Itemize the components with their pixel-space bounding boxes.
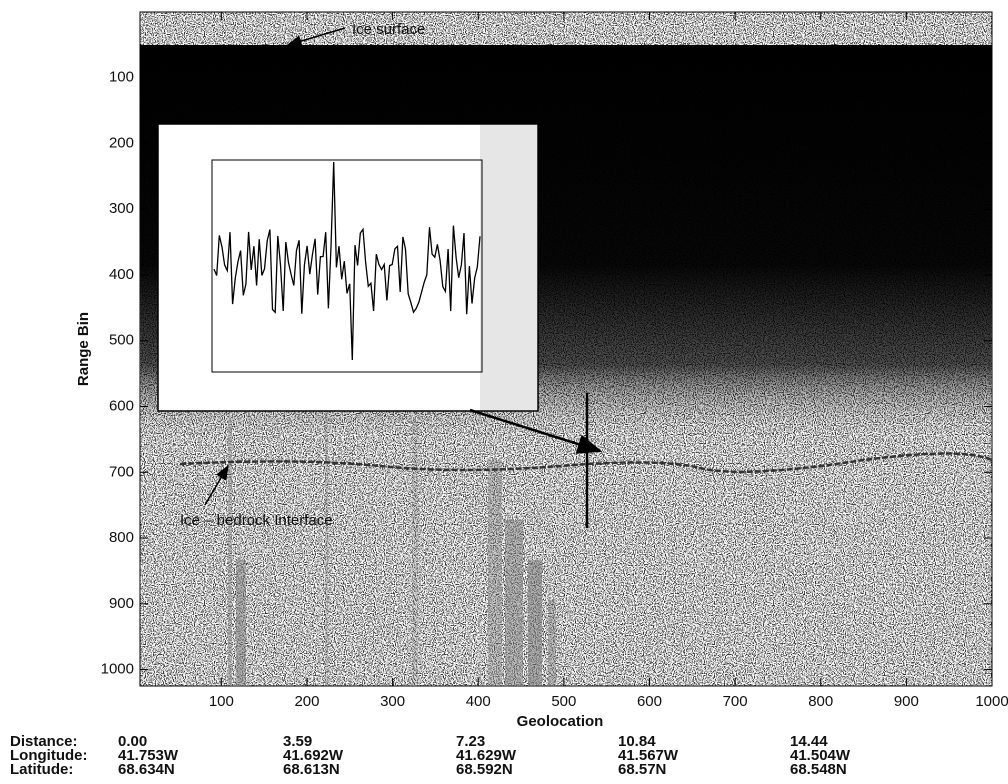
row-label: Longitude: xyxy=(10,747,87,764)
table-cell: 68.613N xyxy=(283,761,340,778)
y-axis-label: Range Bin xyxy=(75,312,92,386)
annotation-arrow xyxy=(204,464,229,506)
x-tick-label: 100 xyxy=(209,693,234,710)
x-tick-label: 800 xyxy=(808,693,833,710)
row-label: Latitude: xyxy=(10,761,73,778)
table-cell: 68.592N xyxy=(456,761,513,778)
geolocation-table: Distance: 0.00 3.59 7.23 10.84 14.44 Longitude… xyxy=(10,733,851,778)
table-cell: 41.567W xyxy=(618,747,679,764)
y-tick-label: 900 xyxy=(109,595,134,612)
table-cell: 41.753W xyxy=(118,747,179,764)
y-tick-label: 200 xyxy=(109,134,134,151)
x-tick-label: 400 xyxy=(466,693,491,710)
table-cell: 0.00 xyxy=(118,733,147,750)
y-tick-label: 500 xyxy=(109,332,134,349)
x-tick-label: 500 xyxy=(551,693,576,710)
streaks xyxy=(228,410,556,686)
y-tick-label: 400 xyxy=(109,266,134,283)
y-tick-label: 300 xyxy=(109,200,134,217)
bedrock-echo xyxy=(179,452,993,474)
y-tick-label: 100 xyxy=(109,69,134,86)
x-tick-label: 900 xyxy=(894,693,919,710)
y-tick-label: 600 xyxy=(109,398,134,415)
y-tick-label: 1000 xyxy=(101,661,134,678)
table-cell: 41.692W xyxy=(283,747,344,764)
table-cell: 41.629W xyxy=(456,747,517,764)
row-label: Distance: xyxy=(10,733,78,750)
table-cell: 10.84 xyxy=(618,733,656,750)
x-tick-label: 200 xyxy=(294,693,319,710)
table-cell: 68.634N xyxy=(118,761,175,778)
annotation-arrow xyxy=(286,27,346,47)
x-tick-label: 300 xyxy=(380,693,405,710)
table-cell: 14.44 xyxy=(790,733,828,750)
y-tick-label: 700 xyxy=(109,463,134,480)
x-tick-label: 600 xyxy=(637,693,662,710)
table-cell: 41.504W xyxy=(790,747,851,764)
table-cell: 3.59 xyxy=(283,733,312,750)
x-tick-label: 700 xyxy=(723,693,748,710)
annotation: Ice – bedrock Interface xyxy=(180,512,333,529)
annotation: Ice surface xyxy=(352,21,425,38)
inset xyxy=(157,123,539,412)
x-axis-label: Geolocation xyxy=(517,713,604,730)
x-tick-label: 1000 xyxy=(975,693,1008,710)
table-cell: 7.23 xyxy=(456,733,485,750)
table-cell: 68.548N xyxy=(790,761,847,778)
inset-arrow xyxy=(469,408,603,454)
y-tick-label: 800 xyxy=(109,529,134,546)
table-cell: 68.57N xyxy=(618,761,666,778)
